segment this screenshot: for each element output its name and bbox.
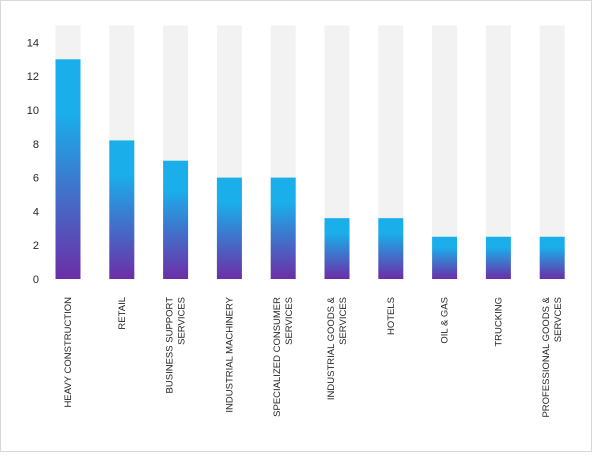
bar	[55, 59, 81, 279]
bar	[216, 177, 242, 279]
bar	[485, 236, 511, 279]
x-tick-label: SPECIALIZED CONSUMERSERVICES	[272, 297, 295, 417]
x-tick-label-line: OIL & GAS	[440, 297, 451, 344]
x-tick-label: TRUCKING	[493, 297, 504, 347]
y-axis: 0 2 4 6 8 10 12 14	[27, 37, 39, 286]
x-tick-label-line: SERVICES	[177, 297, 188, 345]
x-tick-label-line: INDUSTRIAL MACHINERY	[224, 296, 235, 412]
x-tick-label-line: PROFESSIONAL GOODS &	[541, 296, 552, 417]
y-tick-label: 14	[27, 37, 39, 49]
y-tick-label: 6	[33, 173, 39, 185]
x-tick-label-line: BUSINESS SUPPORT	[165, 297, 176, 394]
x-tick-label-line: RETAIL	[117, 297, 128, 330]
x-tick-label-line: SERVICES	[338, 297, 349, 345]
bar	[163, 160, 189, 279]
bar	[432, 236, 458, 279]
x-tick-label: HOTELS	[386, 297, 397, 335]
bar	[539, 236, 565, 279]
bar	[109, 140, 135, 279]
bar	[378, 218, 404, 279]
x-tick-label-line: HOTELS	[386, 297, 397, 335]
x-axis: HEAVY CONSTRUCTION RETAIL BUSINESS SUPPORT…	[63, 296, 564, 417]
x-tick-label: RETAIL	[117, 297, 128, 330]
x-tick-label: PROFESSIONAL GOODS &SERVCES	[541, 296, 564, 417]
x-tick-label-line: TRUCKING	[493, 297, 504, 347]
x-tick-label-line: SERVCES	[553, 297, 564, 342]
bar	[270, 177, 296, 279]
bars	[55, 25, 565, 279]
y-tick-label: 12	[27, 71, 39, 83]
y-tick-label: 0	[33, 274, 39, 286]
x-tick-label: HEAVY CONSTRUCTION	[63, 297, 74, 408]
x-tick-label-line: INDUSTRIAL GOODS &	[326, 296, 337, 400]
y-tick-label: 10	[27, 105, 39, 117]
x-tick-label-line: SPECIALIZED CONSUMER	[272, 297, 283, 417]
x-tick-label-line: SERVICES	[284, 297, 295, 345]
x-tick-label: INDUSTRIAL GOODS &SERVICES	[326, 296, 349, 400]
x-tick-label: BUSINESS SUPPORTSERVICES	[165, 297, 188, 394]
bar	[324, 218, 350, 279]
y-tick-label: 8	[33, 139, 39, 151]
y-tick-label: 2	[33, 240, 39, 252]
y-tick-label: 4	[33, 206, 39, 218]
x-tick-label-line: HEAVY CONSTRUCTION	[63, 297, 74, 408]
x-tick-label: OIL & GAS	[440, 297, 451, 344]
x-tick-label: INDUSTRIAL MACHINERY	[224, 296, 235, 412]
